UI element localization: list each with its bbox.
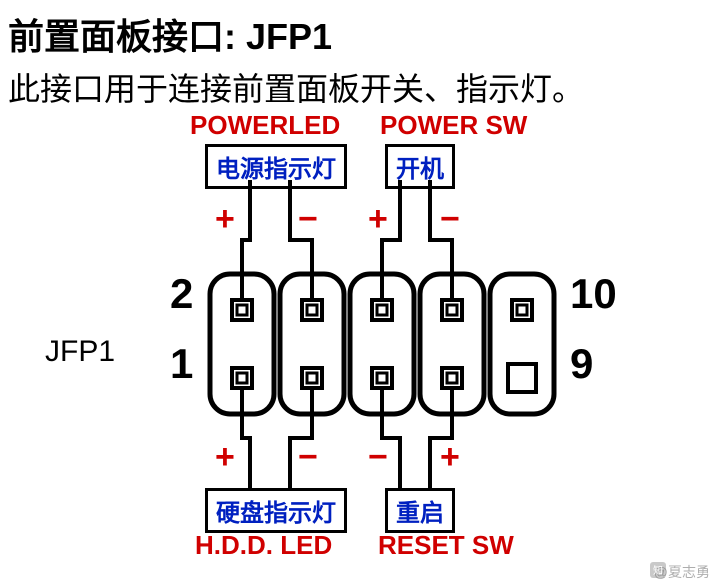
label-hddled: H.D.D. LED xyxy=(195,530,332,561)
polarity-bot-4: + xyxy=(440,440,460,474)
box-reset-sw: 重启 xyxy=(385,488,455,533)
polarity-bot-3: − xyxy=(368,440,388,474)
page-description: 此接口用于连接前置面板开关、指示灯。 xyxy=(0,60,720,110)
pin-schematic xyxy=(0,110,720,588)
label-resetsw: RESET SW xyxy=(378,530,514,561)
connector-diagram: POWERLED POWER SW 电源指示灯 开机 + − + − 2 1 1… xyxy=(0,110,720,588)
polarity-bot-1: + xyxy=(215,440,235,474)
watermark: 知 @夏志勇 xyxy=(650,562,710,582)
svg-text:知: 知 xyxy=(653,564,663,577)
box-hdd-led: 硬盘指示灯 xyxy=(205,488,347,533)
page-title: 前置面板接口: JFP1 xyxy=(0,0,720,60)
polarity-bot-2: − xyxy=(298,440,318,474)
